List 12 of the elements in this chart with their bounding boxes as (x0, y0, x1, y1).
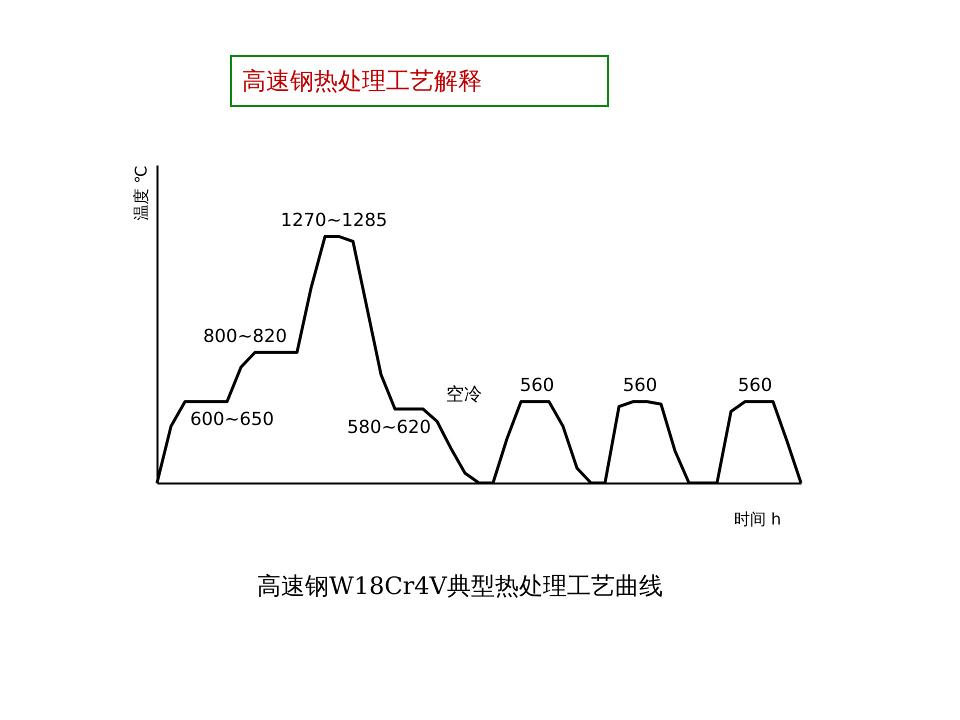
annotation: 580~620 (347, 417, 431, 438)
annotation: 800~820 (203, 326, 287, 347)
annotation: 560 (738, 375, 772, 396)
y-axis-title: 温度 ℃ (132, 166, 150, 221)
annotation: 600~650 (190, 409, 274, 430)
chart-title: 高速钢热处理工艺解释 (230, 55, 609, 107)
x-axis-title: 时间 h (734, 510, 782, 528)
text: 1270~1285 (280, 210, 388, 231)
annotation: 560 (622, 375, 658, 396)
annotation: 空冷 (446, 384, 482, 405)
annotation: 560 (520, 375, 554, 396)
text: 高速钢W18Cr4V典型热处理工艺曲线 (256, 571, 664, 602)
